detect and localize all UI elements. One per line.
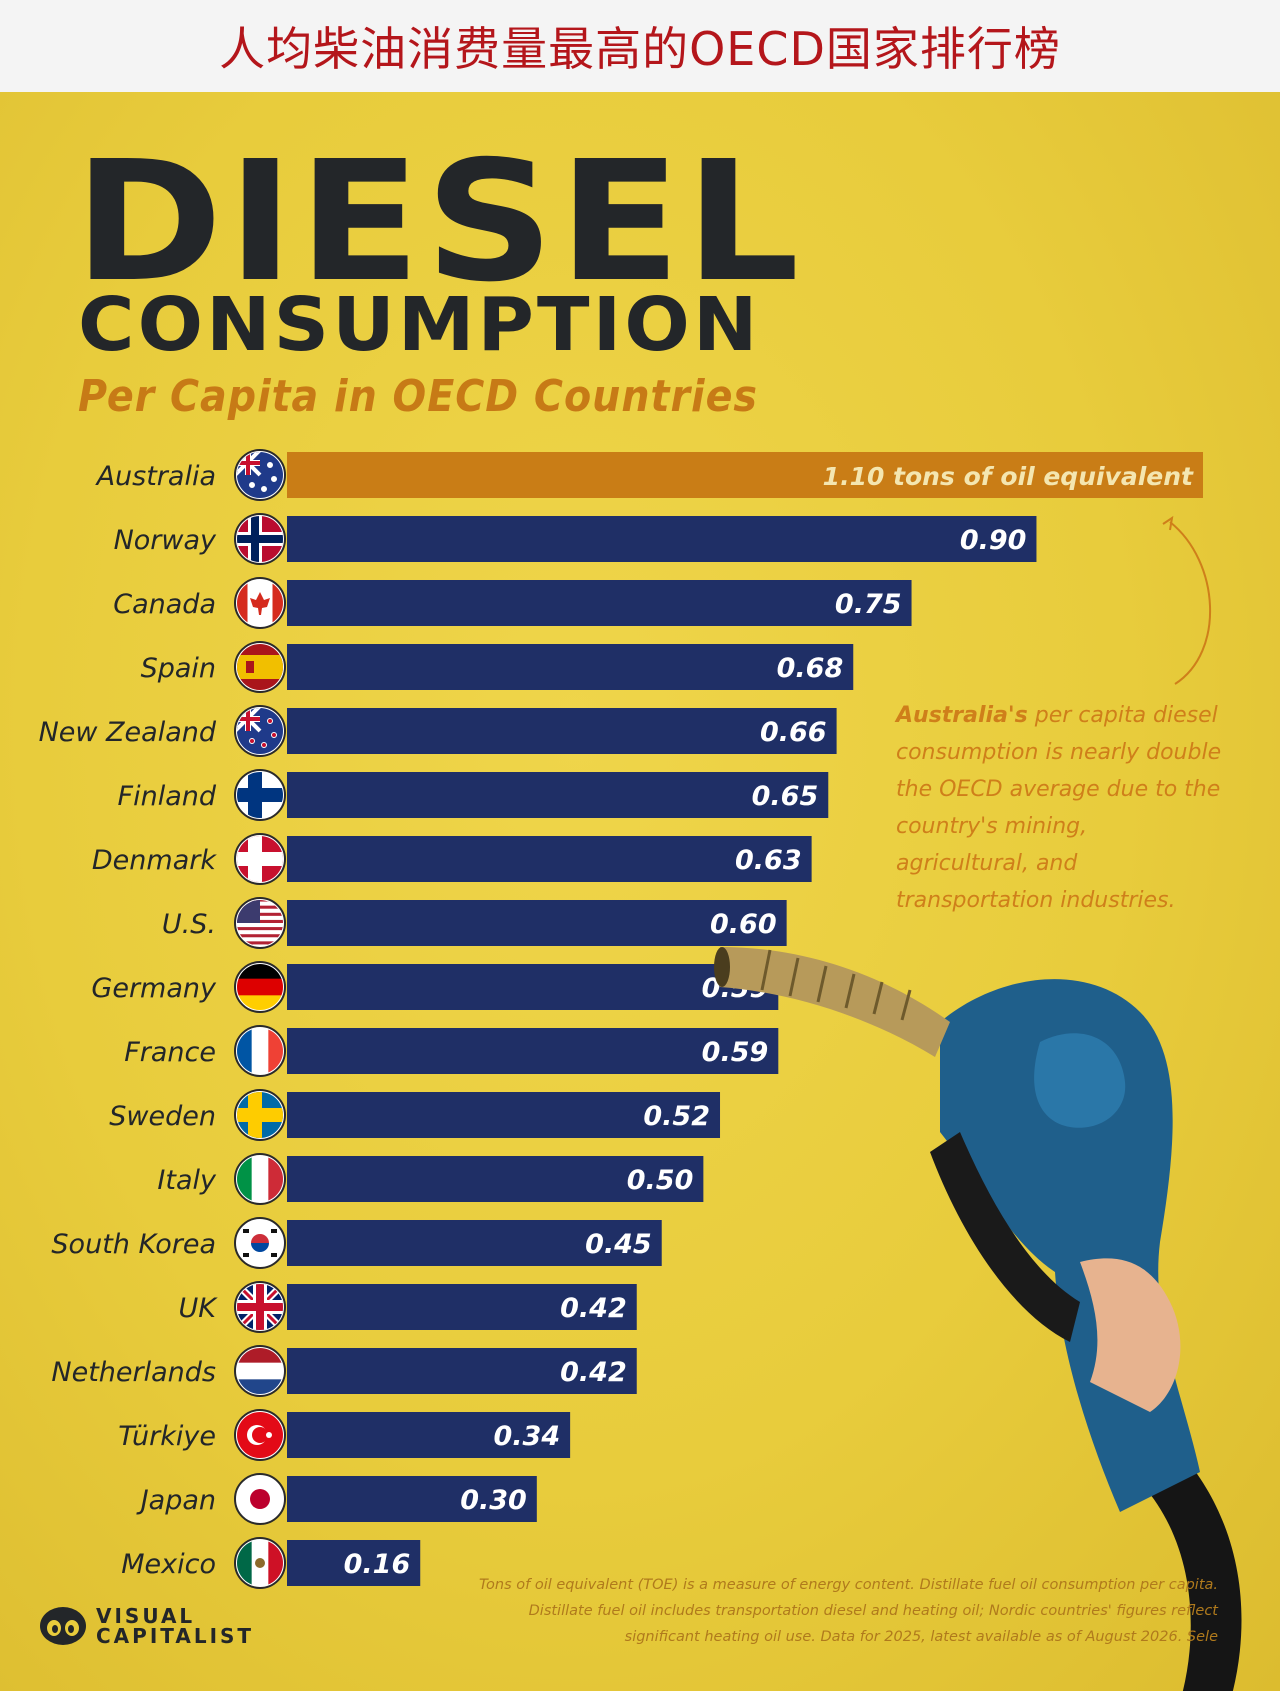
bar-sweden [287, 1092, 721, 1138]
bar-south-korea [287, 1220, 662, 1266]
annotation-bold: Australia's [896, 703, 1028, 728]
category-label: Netherlands [51, 1357, 216, 1388]
bar-japan [287, 1476, 537, 1522]
bar-chart: 1.10 tons of oil equivalent Australia 0.90… [39, 449, 1242, 1691]
footnote: Tons of oil equivalent (TOE) is a measur… [478, 1577, 1218, 1645]
flag-japan-icon [234, 1473, 286, 1525]
value-label: 1.10 tons of oil equivalent [823, 462, 1194, 491]
bar-t-rkiye [287, 1412, 571, 1458]
brand-text: VISUAL CAPITALIST [96, 1606, 254, 1646]
category-label: U.S. [162, 909, 216, 940]
flag-spain-icon [234, 641, 286, 693]
flag-italy-icon [234, 1153, 286, 1205]
flag-us-icon [234, 897, 286, 949]
category-label: UK [179, 1293, 219, 1324]
category-label: Mexico [121, 1549, 216, 1580]
flag-france-icon [234, 1025, 286, 1077]
flag-norway-icon [234, 513, 286, 565]
flag-south-korea-icon [234, 1217, 286, 1269]
value-label: 0.30 [460, 1485, 527, 1516]
value-label: 0.34 [494, 1421, 561, 1452]
bar-france [287, 1028, 779, 1074]
flag-netherlands-icon [234, 1345, 286, 1397]
flag-sweden-icon [234, 1089, 286, 1141]
bar-italy [287, 1156, 704, 1202]
category-label: France [124, 1037, 216, 1068]
bar-finland [287, 772, 829, 818]
annotation-arrow [1169, 521, 1212, 685]
bar-australia [287, 452, 1203, 498]
bar-mexico [287, 1540, 421, 1586]
value-label: 0.45 [585, 1229, 652, 1260]
chart-subtitle: Per Capita in OECD Countries [78, 371, 758, 422]
category-label: Sweden [109, 1101, 216, 1132]
logo-mark-icon [40, 1607, 86, 1645]
value-label: 0.63 [735, 845, 802, 876]
category-label: New Zealand [39, 717, 217, 748]
value-label: 0.52 [643, 1101, 710, 1132]
category-label: Finland [118, 781, 217, 812]
bar-spain [287, 644, 854, 690]
flag-finland-icon [234, 769, 286, 821]
bar-germany [287, 964, 779, 1010]
chart-title-line-2: CONSUMPTION [78, 282, 761, 368]
flag-australia-icon [234, 449, 286, 501]
flag-mexico-icon [234, 1537, 286, 1589]
flag-germany-icon [234, 961, 286, 1013]
bar-canada [287, 580, 912, 626]
value-label: 0.50 [627, 1165, 694, 1196]
category-label: Italy [157, 1165, 217, 1196]
value-label: 0.16 [344, 1549, 411, 1580]
banner-title: 人均柴油消费量最高的OECD国家排行榜 [219, 22, 1061, 76]
flag-uk-icon [234, 1281, 286, 1333]
value-label: 0.90 [960, 525, 1027, 556]
brand-line-1: VISUAL [96, 1604, 196, 1628]
chart-title: DIESEL [74, 126, 804, 319]
value-label: 0.42 [560, 1293, 627, 1324]
bar-norway [287, 516, 1037, 562]
value-label: 0.68 [777, 653, 844, 684]
bar-new-zealand [287, 708, 837, 754]
value-label: 0.65 [752, 781, 819, 812]
bar-uk [287, 1284, 637, 1330]
value-label: 0.66 [760, 717, 827, 748]
bar-u-s- [287, 900, 787, 946]
category-label: Spain [141, 653, 216, 684]
annotation-arrowhead [1162, 515, 1174, 531]
value-label: 0.75 [835, 589, 902, 620]
category-label: Denmark [92, 845, 217, 876]
value-label: 0.59 [702, 1037, 769, 1068]
flag-denmark-icon [234, 833, 286, 885]
top-banner: 人均柴油消费量最高的OECD国家排行榜 [0, 0, 1280, 92]
bar-denmark [287, 836, 812, 882]
visual-capitalist-logo: VISUAL CAPITALIST [38, 1604, 254, 1648]
bar-netherlands [287, 1348, 637, 1394]
category-label: South Korea [51, 1229, 216, 1260]
brand-line-2: CAPITALIST [96, 1624, 255, 1648]
category-label: Germany [91, 973, 217, 1004]
flag-canada-icon [234, 577, 286, 629]
category-label: Japan [136, 1485, 216, 1516]
flag-turkiye-icon [234, 1409, 286, 1461]
value-label: 0.60 [710, 909, 777, 940]
value-label: 0.42 [560, 1357, 627, 1388]
australia-annotation: Australia's per capita diesel consumptio… [896, 697, 1226, 919]
fuel-nozzle-illustration [714, 947, 1242, 1691]
category-label: Türkiye [118, 1421, 216, 1452]
infographic-poster: DIESEL CONSUMPTION Per Capita in OECD Co… [0, 92, 1280, 1691]
category-label: Australia [95, 461, 216, 492]
category-label: Norway [114, 525, 217, 556]
flag-new-zealand-icon [234, 705, 286, 757]
annotation-text: per capita diesel consumption is nearly … [896, 703, 1222, 913]
category-label: Canada [113, 589, 216, 620]
